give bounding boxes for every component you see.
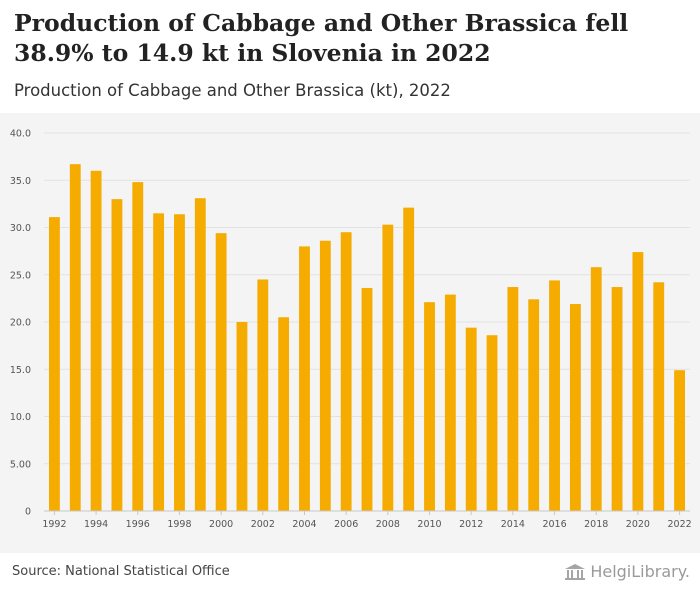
bar-2020[interactable]: [632, 252, 644, 511]
x-tick-label: 1992: [42, 519, 66, 530]
bar-2007[interactable]: [361, 287, 373, 511]
library-building-icon: [565, 563, 586, 580]
bar-1997[interactable]: [153, 213, 165, 511]
bar-1996[interactable]: [132, 182, 144, 511]
y-tick-label: 25.0: [10, 270, 31, 281]
bar-2016[interactable]: [549, 280, 560, 511]
y-tick-label: 40.0: [10, 129, 31, 140]
y-tick-label: 15.0: [10, 365, 31, 376]
bars: [49, 164, 685, 512]
y-tick-label: 35.0: [10, 176, 31, 187]
bar-1998[interactable]: [174, 214, 185, 511]
y-tick-label: 0: [25, 507, 31, 518]
bar-1995[interactable]: [111, 199, 123, 511]
bar-2001[interactable]: [236, 322, 248, 511]
x-tick-label: 2006: [334, 519, 358, 530]
y-axis-ticks: 0 5.00 10.0 15.0 20.0 25.0 30.0 35.0 40.0: [10, 129, 31, 518]
bar-2013[interactable]: [486, 335, 498, 511]
bar-2006[interactable]: [340, 232, 352, 511]
bar-2009[interactable]: [403, 207, 415, 511]
bar-2018[interactable]: [590, 267, 602, 511]
bar-2010[interactable]: [424, 302, 435, 511]
bar-2008[interactable]: [382, 224, 394, 511]
x-tick-label: 2012: [459, 519, 483, 530]
y-tick-label: 20.0: [10, 318, 31, 329]
helgi-library-logo[interactable]: HelgiLibrary.: [564, 562, 690, 581]
bar-2005[interactable]: [319, 240, 331, 511]
logo-text: HelgiLibrary.: [590, 562, 690, 581]
bar-2019[interactable]: [611, 287, 623, 511]
y-tick-label: 5.00: [10, 459, 31, 470]
x-tick-label: 2018: [584, 519, 608, 530]
bar-2004[interactable]: [299, 246, 310, 511]
x-tick-label: 2002: [251, 519, 275, 530]
x-tick-label: 1996: [126, 519, 150, 530]
x-tick-label: 2022: [667, 519, 691, 530]
bar-2014[interactable]: [507, 287, 519, 511]
x-tick-label: 1994: [84, 519, 108, 530]
bar-2002[interactable]: [257, 279, 269, 511]
y-tick-label: 10.0: [10, 412, 31, 423]
bar-2015[interactable]: [528, 299, 540, 511]
bar-2017[interactable]: [569, 304, 581, 511]
bar-2021[interactable]: [653, 282, 665, 511]
bar-2022[interactable]: [674, 370, 685, 511]
chart-subtitle: Production of Cabbage and Other Brassica…: [14, 81, 451, 100]
bar-1993[interactable]: [69, 164, 81, 511]
x-tick-label: 2004: [292, 519, 316, 530]
x-tick-label: 2014: [501, 519, 525, 530]
chart-title: Production of Cabbage and Other Brassica…: [14, 9, 629, 67]
bar-1992[interactable]: [49, 217, 60, 511]
x-tick-label: 2020: [626, 519, 650, 530]
x-axis: 1992 1994 1996 1998 2000 2002 2004 2006 2008 2010…: [42, 510, 692, 530]
bar-1999[interactable]: [194, 198, 206, 511]
bar-2011[interactable]: [444, 294, 456, 511]
x-tick-label: 1998: [167, 519, 191, 530]
x-tick-label: 2016: [542, 519, 566, 530]
x-tick-label: 2008: [376, 519, 400, 530]
bar-2000[interactable]: [215, 233, 227, 512]
x-tick-label: 2000: [209, 519, 233, 530]
y-tick-label: 30.0: [10, 223, 31, 234]
bar-2003[interactable]: [278, 317, 290, 511]
bar-1994[interactable]: [90, 170, 102, 512]
x-tick-label: 2010: [417, 519, 441, 530]
source-note: Source: National Statistical Office: [12, 564, 230, 579]
bar-2012[interactable]: [465, 327, 477, 511]
